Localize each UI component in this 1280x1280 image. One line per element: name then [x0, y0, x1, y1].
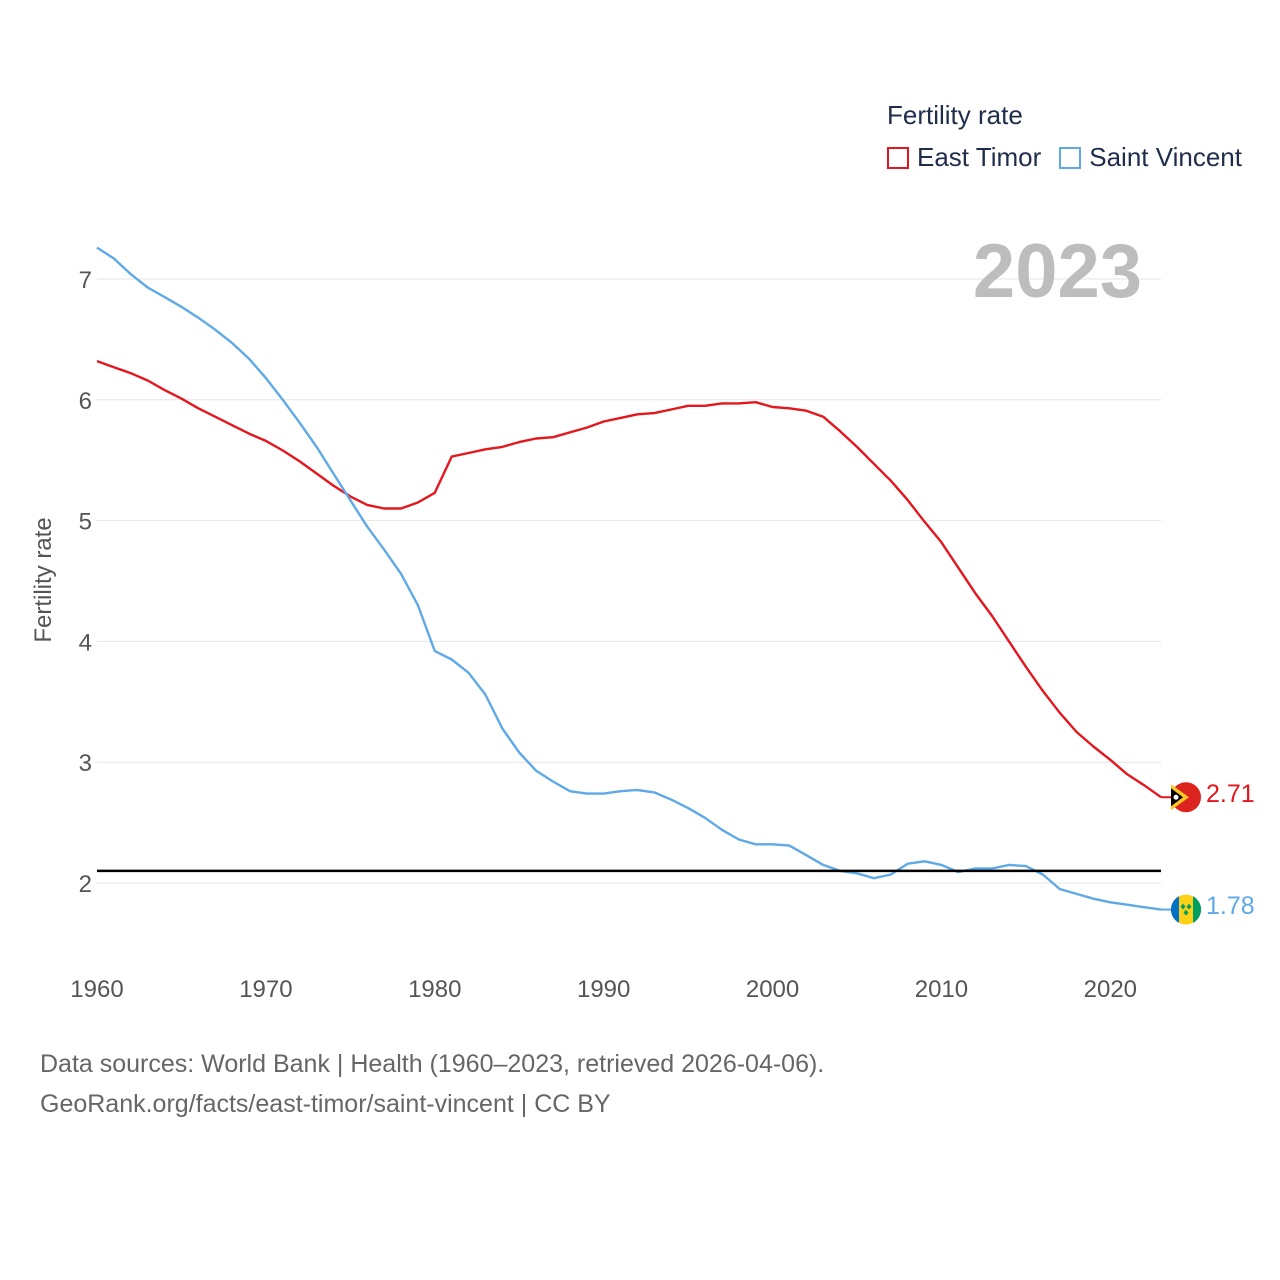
x-tick-label-1980: 1980 [408, 976, 461, 1003]
x-tick-label-1990: 1990 [577, 976, 630, 1003]
y-tick-label-5: 5 [79, 509, 92, 536]
y-tick-label-6: 6 [79, 388, 92, 415]
y-tick-label-4: 4 [79, 629, 92, 656]
legend-item-saint-vincent[interactable]: Saint Vincent [1059, 142, 1242, 173]
y-axis-label: Fertility rate [30, 517, 57, 643]
legend-label-east-timor: East Timor [917, 142, 1042, 172]
saint-vincent-flag-diamond-0 [1180, 903, 1186, 910]
legend-item-east-timor[interactable]: East Timor [887, 142, 1041, 173]
saint-vincent-flag-green [1193, 896, 1202, 923]
x-tick-label-2000: 2000 [746, 976, 799, 1003]
x-tick-label-1960: 1960 [70, 976, 123, 1003]
y-tick-label-7: 7 [79, 267, 92, 294]
east-timor-flag-star [1173, 794, 1179, 800]
source-note: Data sources: World Bank | Health (1960–… [40, 1044, 824, 1124]
legend-swatch-east-timor [887, 146, 909, 169]
legend-label-saint-vincent: Saint Vincent [1089, 142, 1242, 172]
x-tick-label-2020: 2020 [1084, 976, 1137, 1003]
year-display: 2023 [972, 229, 1142, 314]
legend: East Timor Saint Vincent [887, 142, 1260, 173]
end-label-east-timor: 2.71 [1206, 780, 1255, 808]
saint-vincent-flag-diamond-1 [1186, 903, 1192, 910]
end-label-saint-vincent: 1.78 [1206, 892, 1255, 920]
legend-title: Fertility rate [887, 100, 1023, 130]
source-line-1: Data sources: World Bank | Health (1960–… [40, 1050, 825, 1078]
saint-vincent-flag-diamond-2 [1183, 909, 1189, 916]
x-tick-label-2010: 2010 [915, 976, 968, 1003]
x-tick-label-1970: 1970 [239, 976, 292, 1003]
y-tick-label-3: 3 [79, 750, 92, 777]
legend-swatch-saint-vincent [1059, 146, 1082, 169]
source-line-2[interactable]: GeoRank.org/facts/east-timor/saint-vince… [40, 1090, 611, 1118]
saint-vincent-flag-blue [1170, 896, 1179, 923]
series-line-saint-vincent [96, 246, 1162, 911]
y-tick-label-2: 2 [79, 871, 92, 898]
series-line-east-timor [96, 359, 1162, 799]
